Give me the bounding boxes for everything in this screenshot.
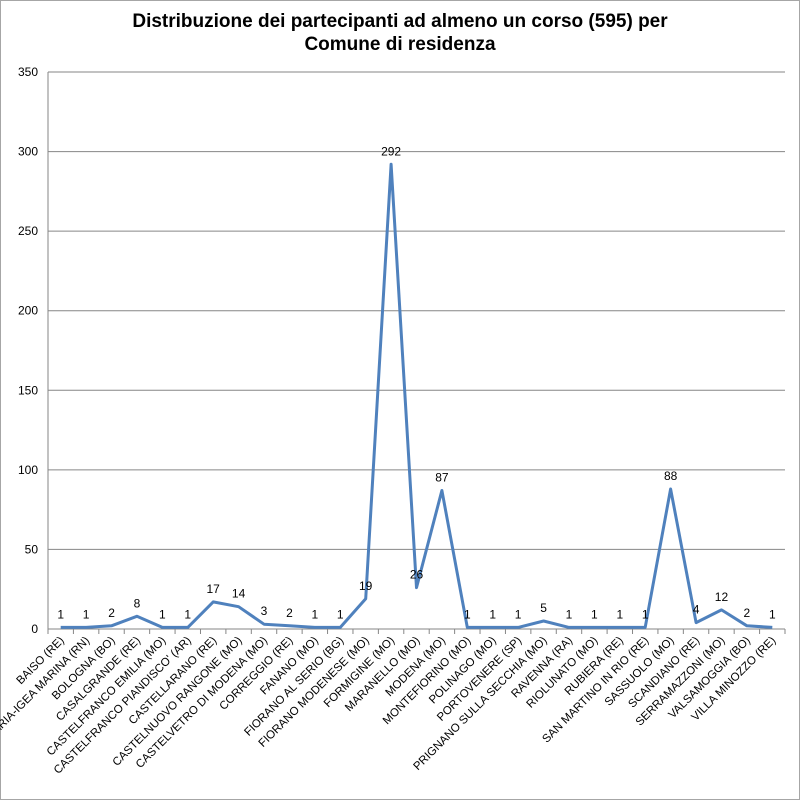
x-axis-categories: BAISO (RE)BELLARIA-IGEA MARINA (RN)BOLOG… bbox=[0, 635, 779, 777]
data-label: 3 bbox=[261, 604, 268, 618]
data-label: 14 bbox=[232, 587, 246, 601]
data-label: 2 bbox=[108, 606, 115, 620]
data-label: 17 bbox=[207, 582, 221, 596]
data-label: 1 bbox=[566, 607, 573, 621]
data-label: 1 bbox=[184, 607, 191, 621]
data-label: 87 bbox=[435, 471, 449, 485]
chart-title: Distribuzione dei partecipanti ad almeno… bbox=[0, 10, 800, 56]
data-label: 2 bbox=[286, 606, 293, 620]
chart-title-line-1: Distribuzione dei partecipanti ad almeno… bbox=[132, 11, 668, 32]
axes bbox=[47, 72, 786, 634]
data-label: 1 bbox=[312, 607, 319, 621]
data-label: 1 bbox=[642, 607, 649, 621]
data-label: 12 bbox=[715, 590, 729, 604]
data-label: 26 bbox=[410, 568, 424, 582]
data-label: 1 bbox=[57, 607, 64, 621]
y-tick-label: 200 bbox=[18, 304, 38, 318]
data-label: 1 bbox=[337, 607, 344, 621]
data-label: 1 bbox=[591, 607, 598, 621]
y-tick-label: 50 bbox=[25, 542, 39, 556]
series-line bbox=[60, 162, 773, 629]
data-label: 292 bbox=[381, 144, 401, 158]
data-label: 1 bbox=[159, 607, 166, 621]
data-label: 1 bbox=[616, 607, 623, 621]
data-label: 8 bbox=[134, 596, 141, 610]
data-label: 1 bbox=[83, 607, 90, 621]
gridlines bbox=[48, 71, 785, 550]
y-tick-label: 250 bbox=[18, 224, 38, 238]
data-label: 5 bbox=[540, 601, 547, 615]
data-label: 1 bbox=[489, 607, 496, 621]
data-label: 19 bbox=[359, 579, 373, 593]
y-tick-label: 150 bbox=[18, 383, 38, 397]
y-tick-label: 0 bbox=[31, 622, 38, 636]
y-tick-label: 350 bbox=[18, 65, 38, 79]
data-label: 1 bbox=[515, 607, 522, 621]
data-label: 1 bbox=[464, 607, 471, 621]
data-label: 1 bbox=[769, 607, 776, 621]
data-label: 88 bbox=[664, 469, 678, 483]
y-tick-label: 100 bbox=[18, 463, 38, 477]
y-axis-ticks: 0 50 100 150 200 250 300 350 bbox=[18, 65, 38, 636]
data-label: 2 bbox=[744, 606, 751, 620]
chart-title-line-2: Comune di residenza bbox=[304, 34, 496, 55]
y-tick-label: 300 bbox=[18, 145, 38, 159]
data-label: 4 bbox=[693, 603, 700, 617]
series bbox=[60, 162, 773, 629]
